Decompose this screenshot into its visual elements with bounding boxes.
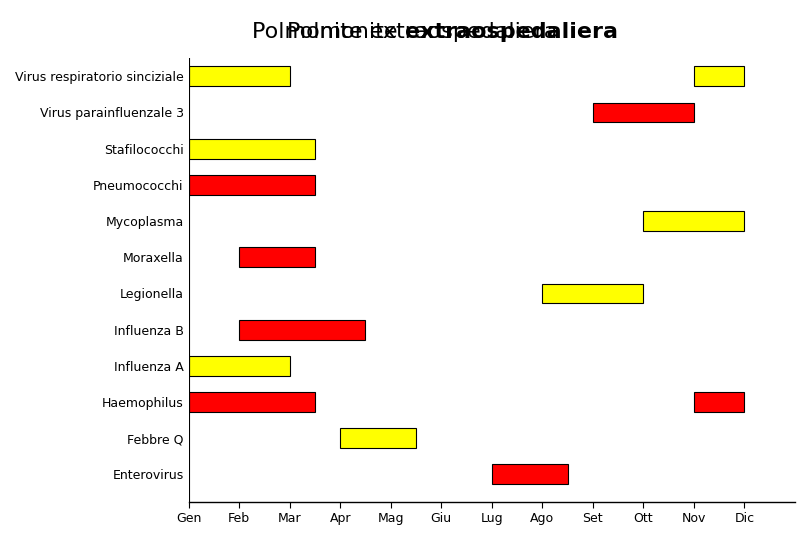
Bar: [643, 211, 744, 231]
Bar: [239, 320, 365, 340]
Text: extraospedaliera: extraospedaliera: [405, 22, 618, 42]
Text: Polmonite extraospedaliera: Polmonite extraospedaliera: [252, 22, 558, 42]
Bar: [543, 284, 643, 303]
Bar: [340, 428, 416, 448]
Bar: [189, 139, 315, 159]
Text: Polmonite: Polmonite: [288, 22, 405, 42]
Bar: [189, 356, 290, 376]
Bar: [694, 392, 744, 412]
Bar: [239, 247, 315, 267]
Bar: [593, 103, 694, 123]
Bar: [694, 66, 744, 86]
Bar: [189, 175, 315, 195]
Bar: [189, 66, 290, 86]
Bar: [189, 392, 315, 412]
Bar: [492, 464, 568, 484]
